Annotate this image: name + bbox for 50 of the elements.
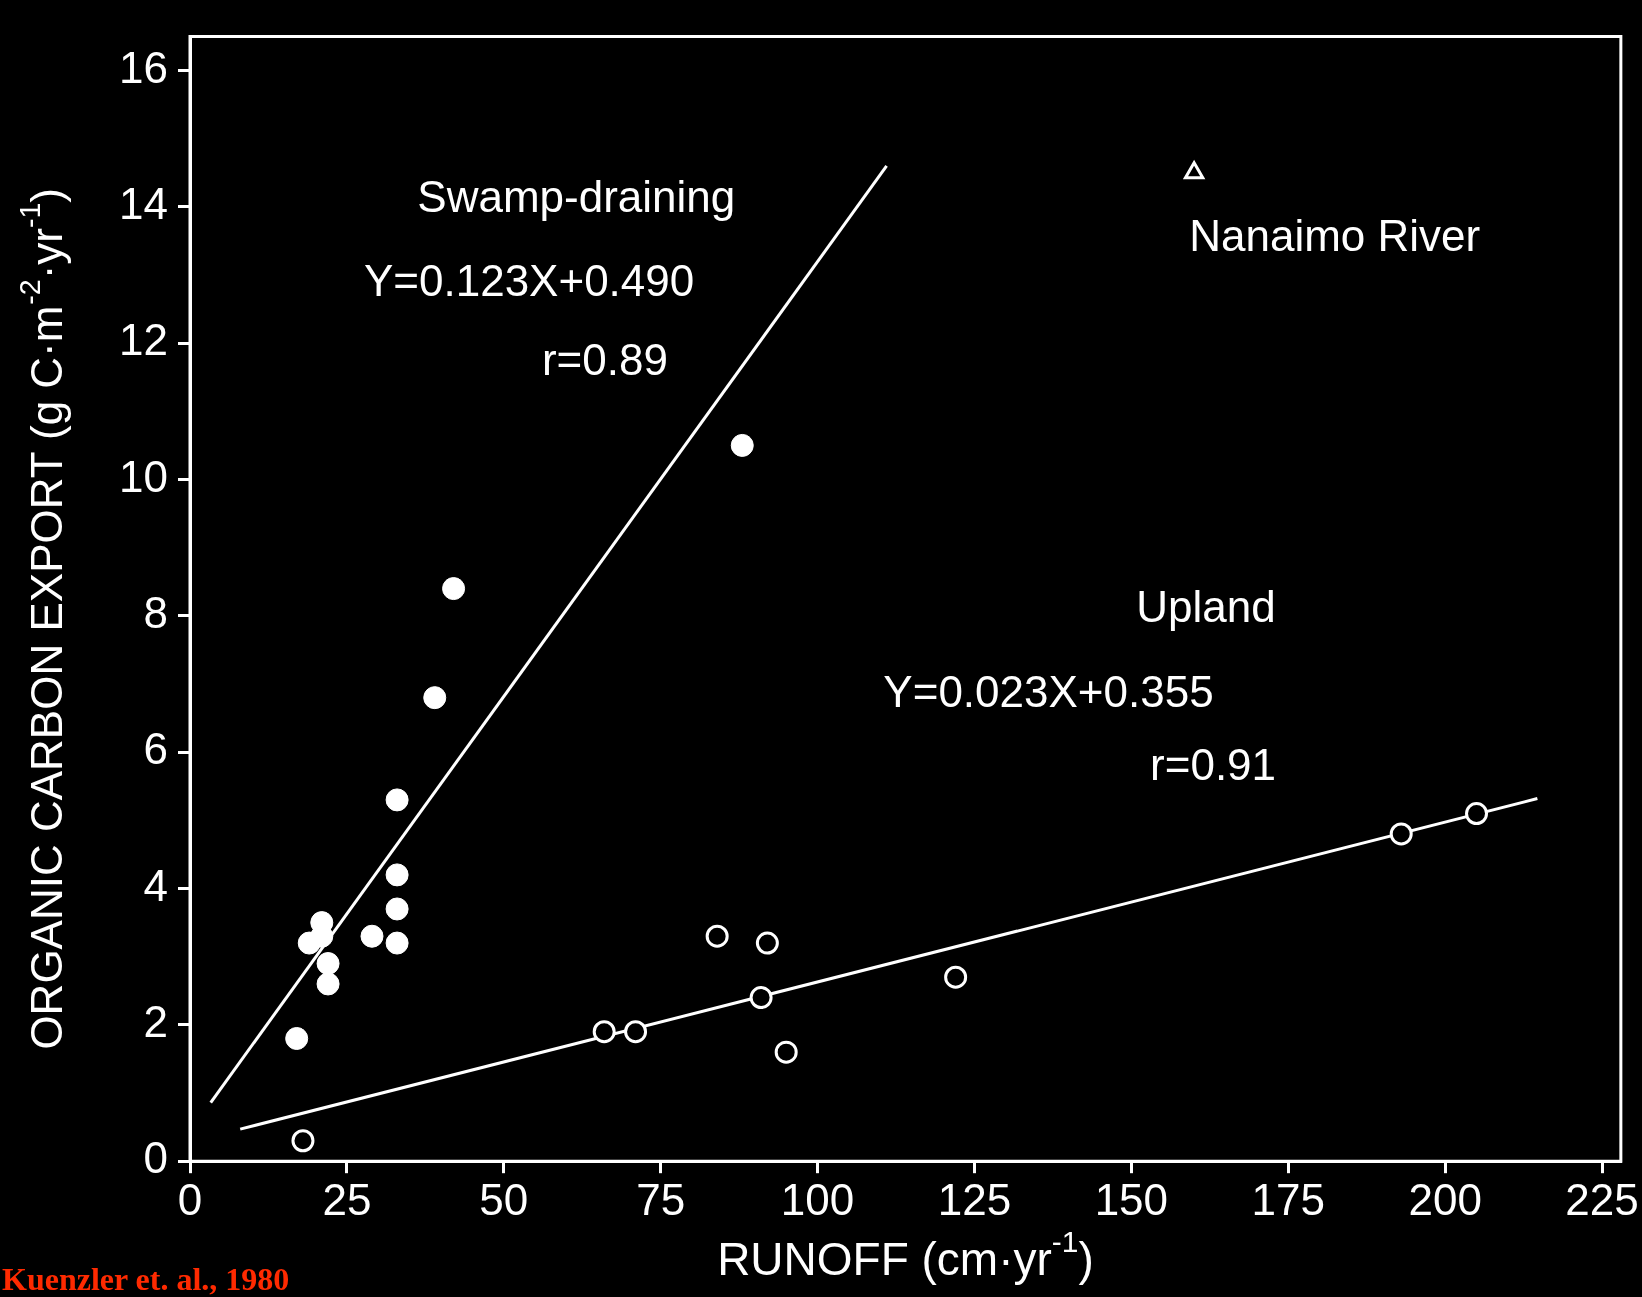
point [385, 863, 409, 887]
annotation: Nanaimo River [1189, 211, 1481, 260]
point [730, 433, 754, 457]
y-tick-label: 10 [119, 451, 168, 501]
y-tick-label: 14 [119, 178, 168, 228]
point [944, 965, 968, 989]
x-tick-label: 125 [937, 1174, 1012, 1224]
x-tick-label: 175 [1251, 1174, 1325, 1224]
point [385, 931, 409, 955]
annotation: Swamp-draining [417, 171, 736, 221]
point [1183, 161, 1205, 180]
annotation: r=0.89 [541, 334, 668, 384]
y-tick-label: 2 [143, 997, 168, 1046]
x-tick-label: 75 [636, 1174, 686, 1224]
y-tick-label: 0 [143, 1133, 168, 1183]
x-tick-label: 225 [1565, 1174, 1639, 1224]
point [592, 1020, 616, 1044]
point [749, 986, 773, 1010]
x-tick-label: 25 [322, 1174, 372, 1224]
point [385, 897, 409, 921]
point [774, 1040, 798, 1064]
point [360, 924, 384, 948]
x-tick-label: 50 [479, 1174, 529, 1224]
y-tick-label: 16 [119, 42, 168, 92]
text: Kuenzler et. al., 1980 [2, 1261, 290, 1297]
y-tick-label: 12 [119, 315, 168, 365]
y-tick-label: 4 [143, 860, 168, 910]
point [291, 1129, 315, 1153]
point [316, 952, 340, 976]
point [423, 686, 447, 710]
y-tick-label: 6 [143, 724, 168, 774]
point [385, 788, 409, 812]
x-tick-label: 0 [177, 1174, 203, 1224]
y-axis-title: ORGANIC CARBON EXPORT (g C·m-2·yr-1) [14, 187, 72, 1050]
point [1389, 822, 1413, 846]
annotation: r=0.91 [1150, 739, 1277, 789]
annotation: Y=0.123X+0.490 [363, 256, 695, 305]
x-tick-label: 150 [1094, 1174, 1169, 1224]
point [705, 924, 729, 948]
annotation: Upland [1136, 582, 1276, 632]
point [316, 972, 340, 996]
annotation: Y=0.023X+0.355 [883, 666, 1214, 716]
point [285, 1026, 309, 1050]
x-tick-label: 100 [780, 1174, 855, 1224]
point [1465, 802, 1489, 826]
y-tick-label: 8 [143, 587, 168, 637]
x-tick-label: 200 [1408, 1174, 1482, 1224]
point [442, 577, 466, 601]
point [624, 1020, 648, 1044]
point [755, 931, 779, 955]
